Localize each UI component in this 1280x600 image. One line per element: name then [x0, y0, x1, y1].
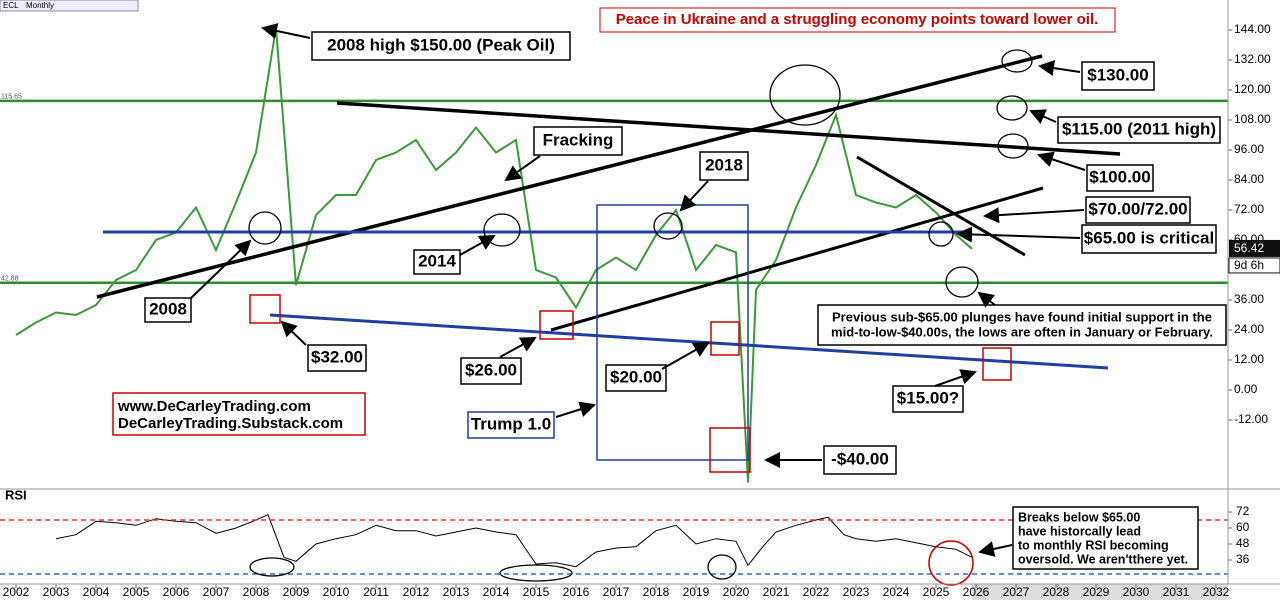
website: DeCarleyTrading.Substack.com: [118, 415, 343, 432]
rsi-title: RSI: [5, 487, 27, 502]
x-tick-label: 2010: [323, 585, 350, 599]
last-price: 56.42: [1234, 241, 1264, 255]
x-tick-label: 2026: [963, 585, 990, 599]
x-tick-label: 2004: [83, 585, 110, 599]
x-tick-label: 2012: [403, 585, 430, 599]
rsi-note: Breaks below $65.00: [1018, 510, 1140, 524]
y-tick-label: 108.00: [1234, 112, 1271, 126]
x-tick-label: 2015: [523, 585, 550, 599]
series-line: [15, 27, 973, 483]
x-tick-label: 2020: [723, 585, 750, 599]
y-tick-label: 84.00: [1234, 172, 1264, 186]
x-tick-label: 2007: [203, 585, 230, 599]
annotation: 2014: [418, 251, 456, 270]
x-tick-label: 2031: [1163, 585, 1190, 599]
y-tick-label: 144.00: [1234, 22, 1271, 36]
x-tick-label: 2021: [763, 585, 790, 599]
x-tick-label: 2019: [683, 585, 710, 599]
level-label: 115.65: [1, 94, 22, 101]
x-tick-label: 2028: [1043, 585, 1070, 599]
countdown: 9d 6h: [1234, 258, 1264, 272]
annotation: $26.00: [465, 360, 517, 379]
x-tick-label: 2013: [443, 585, 470, 599]
y-tick-label: -12.00: [1234, 412, 1268, 426]
x-tick-label: 2002: [3, 585, 30, 599]
countdown-box: [1228, 257, 1280, 274]
y-tick-label: 120.00: [1234, 82, 1271, 96]
annotation: 2008 high $150.00 (Peak Oil): [327, 35, 555, 54]
x-tick-label: 2024: [883, 585, 910, 599]
annotation: -$40.00: [831, 449, 889, 468]
symbol-box[interactable]: [0, 0, 139, 12]
x-tick-label: 2032: [1203, 585, 1230, 599]
y-tick-label: 48: [1236, 536, 1250, 550]
x-tick-label: 2016: [563, 585, 590, 599]
x-tick-label: 2030: [1123, 585, 1150, 599]
annotation: Previous sub-$65.00 plunges have found i…: [832, 309, 1212, 324]
x-tick-label: 2018: [643, 585, 670, 599]
interval: Monthly: [26, 1, 54, 10]
annotation: $70.00/72.00: [1088, 199, 1187, 218]
y-tick-label: 132.00: [1234, 52, 1271, 66]
y-tick-label: 12.00: [1234, 352, 1264, 366]
website: www.DeCarleyTrading.com: [117, 398, 311, 415]
annotation: mid-to-low-$40.00s, the lows are often i…: [831, 324, 1213, 339]
annotation: Fracking: [543, 130, 614, 149]
x-tick-label: 2025: [923, 585, 950, 599]
annotation: 2018: [705, 155, 743, 174]
symbol: ECL: [3, 1, 19, 10]
x-tick-label: 2027: [1003, 585, 1030, 599]
annotation: $100.00: [1089, 167, 1150, 186]
annotation: Trump 1.0: [471, 414, 551, 433]
series-line: [55, 514, 973, 568]
x-tick-label: 2003: [43, 585, 70, 599]
annotations: 2008 high $150.00 (Peak Oil) Fracking 20…: [112, 23, 1227, 570]
chart-title: Peace in Ukraine and a struggling econom…: [616, 11, 1099, 28]
y-tick-label: 36: [1236, 552, 1250, 566]
last-price-box: [1229, 239, 1280, 257]
level-label: 42.88: [1, 276, 19, 283]
y-tick-label: 96.00: [1234, 142, 1264, 156]
annotation: $130.00: [1087, 65, 1148, 84]
y-tick-label: 72.00: [1234, 202, 1264, 216]
y-tick-label: 36.00: [1234, 292, 1264, 306]
x-tick-label: 2014: [483, 585, 510, 599]
annotation: $32.00: [311, 347, 363, 366]
y-tick-label: 24.00: [1234, 322, 1264, 336]
x-tick-label: 2017: [603, 585, 630, 599]
annotation: $115.00 (2011 high): [1062, 119, 1216, 138]
x-tick-label: 2009: [283, 585, 310, 599]
annotation: $20.00: [610, 367, 662, 386]
x-tick-label: 2006: [163, 585, 190, 599]
x-tick-label: 2008: [243, 585, 270, 599]
annotation: $65.00 is critical: [1084, 228, 1214, 247]
rsi-note: to monthly RSI becoming: [1018, 538, 1169, 552]
trend-lines: [0, 49, 1228, 586]
title-box: [599, 7, 1116, 33]
rsi-note: have historcally lead: [1018, 524, 1141, 538]
x-tick-label: 2005: [123, 585, 150, 599]
future-band: [972, 584, 1228, 600]
rsi-note: oversold. We aren'tthere yet.: [1018, 552, 1188, 566]
annotation: $15.00?: [897, 388, 959, 407]
y-tick-label: 72: [1236, 504, 1250, 518]
y-tick-label: 60: [1236, 520, 1250, 534]
y-tick-label: 0.00: [1234, 382, 1258, 396]
x-tick-label: 2011: [363, 585, 389, 599]
x-tick-label: 2029: [1083, 585, 1110, 599]
x-tick-label: 2022: [803, 585, 830, 599]
annotation: 2008: [149, 299, 187, 318]
x-tick-label: 2023: [843, 585, 870, 599]
